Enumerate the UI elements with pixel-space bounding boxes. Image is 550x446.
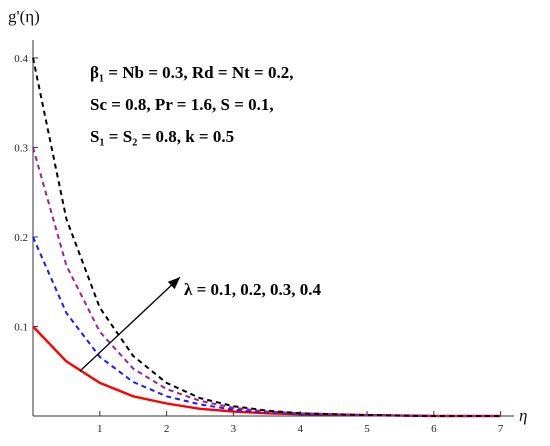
x-tick-label: 3 [231,423,237,435]
series-line-lambda-0-3 [32,147,501,417]
curves [32,57,501,418]
y-tick-label: 0.1 [14,321,28,333]
series-line-lambda-0-2 [32,236,501,417]
x-tick-label: 4 [297,423,303,435]
lambda-arrow-head [167,277,180,290]
x-tick-label: 6 [431,423,437,435]
y-tick-label: 0.2 [14,232,28,244]
x-tick-label: 2 [164,423,170,435]
annotations: g'(η) η β₁ = Nb = 0.3, Rd = Nt = 0.2, Sc… [8,7,527,425]
x-axis-label: η [519,406,527,425]
x-tick-label: 7 [498,423,504,435]
series-line-lambda-0-4 [32,57,501,417]
y-tick-label: 0.4 [14,53,28,65]
x-tick-label: 1 [97,423,103,435]
series-line-lambda-0-1 [32,325,501,418]
lambda-arrow-label: λ = 0.1, 0.2, 0.3, 0.4 [184,280,322,299]
params-line-1: β₁ = Nb = 0.3, Rd = Nt = 0.2, [90,63,293,82]
params-line-3: S₁ = S₂ = 0.8, k = 0.5 [90,127,234,146]
params-line-2: Sc = 0.8, Pr = 1.6, S = 0.1, [90,95,274,114]
ticks: 1 2 3 4 5 6 7 0.1 0.2 0.3 0.4 [14,53,504,435]
y-tick-label: 0.3 [14,142,28,154]
lambda-arrow-shaft [79,276,181,372]
x-tick-label: 5 [364,423,370,435]
y-axis-label: g'(η) [8,7,40,26]
